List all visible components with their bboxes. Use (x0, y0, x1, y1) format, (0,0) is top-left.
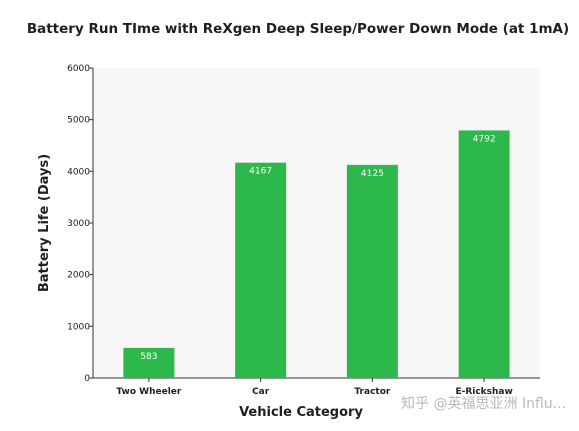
chart-title: Battery Run TIme with ReXgen Deep Sleep/… (27, 21, 569, 37)
y-tick-label: 4000 (67, 167, 90, 177)
bar-value-label: 4125 (361, 169, 384, 179)
bars: 583 Two Wheeler 4167 Car 4125 Tractor 4792 E-Ri… (116, 130, 513, 397)
y-tick-label: 3000 (67, 219, 90, 229)
x-tick-label: Tractor (354, 387, 390, 397)
bar-car (235, 162, 287, 378)
x-axis-title: Vehicle Category (239, 405, 363, 420)
bar-value-label: 4792 (473, 134, 496, 144)
y-tick-label: 2000 (67, 271, 90, 281)
bar-value-label: 4167 (249, 167, 272, 177)
bar-two-wheeler (123, 347, 175, 378)
x-tick-label: Two Wheeler (116, 387, 182, 397)
bar-e-rickshaw (458, 130, 510, 378)
y-tick-label: 1000 (67, 322, 90, 332)
y-axis-ticks: 0 1000 2000 3000 4000 5000 6000 (67, 64, 93, 384)
y-axis-title: Battery Life (Days) (37, 154, 52, 292)
y-tick-label: 0 (84, 374, 90, 384)
y-tick-label: 6000 (67, 64, 90, 74)
x-tick-label: E-Rickshaw (455, 387, 512, 397)
y-tick-label: 5000 (67, 116, 90, 126)
bar-tractor (346, 164, 398, 378)
bar-value-label: 583 (140, 352, 157, 362)
x-tick-label: Car (252, 387, 270, 397)
watermark-text: 知乎 @英福思亚洲 Influ... (401, 395, 566, 412)
